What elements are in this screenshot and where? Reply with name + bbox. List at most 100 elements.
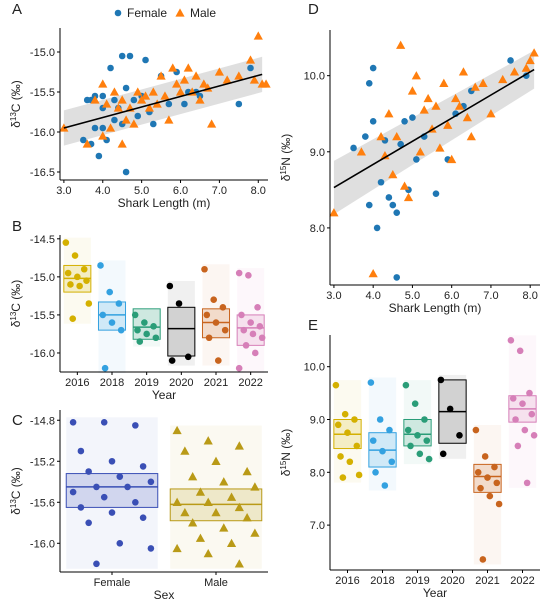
y-tick-label: 10.0 <box>304 362 325 374</box>
panel-label: C <box>12 412 23 429</box>
point-Male <box>211 456 221 465</box>
x-tick-label: 7.0 <box>483 290 498 302</box>
point-2022 <box>254 304 261 311</box>
point-male <box>415 147 425 156</box>
x-tick-label: 2021 <box>204 377 228 389</box>
x-tick-label: 3.0 <box>326 290 341 302</box>
point-male <box>529 48 539 57</box>
point-Female <box>147 545 155 552</box>
y-tick-label: 8.0 <box>310 467 325 479</box>
jitter-region-2019 <box>403 380 432 465</box>
point-male <box>384 109 394 118</box>
point-2021 <box>486 492 494 500</box>
point-male <box>462 112 472 122</box>
point-male <box>356 147 367 156</box>
point-Male <box>234 559 244 568</box>
point-male <box>133 87 143 96</box>
point-Male <box>250 528 260 537</box>
point-2018 <box>379 447 386 455</box>
point-male <box>525 55 535 65</box>
point-2019 <box>402 381 410 389</box>
point-male <box>435 143 445 152</box>
point-2018 <box>115 300 123 307</box>
point-Male <box>234 441 244 450</box>
panel-label: E <box>308 317 318 334</box>
point-2016 <box>80 265 88 273</box>
point-2020 <box>446 405 454 413</box>
point-Male <box>195 487 206 496</box>
x-tick-label: 2019 <box>405 575 429 587</box>
x-axis-label: Shark Length (m) <box>389 301 482 315</box>
point-2019 <box>414 432 421 439</box>
point-male <box>447 154 457 164</box>
x-tick-label: 6.0 <box>444 290 459 302</box>
point-2020 <box>456 432 463 439</box>
x-tick-label: 5.0 <box>405 290 420 302</box>
point-2018 <box>381 482 389 489</box>
x-tick-label: 2016 <box>335 575 359 587</box>
point-2016 <box>332 381 340 389</box>
jitter-region-2020 <box>438 374 467 459</box>
x-tick-label: 2018 <box>370 575 394 587</box>
point-Female <box>116 539 124 547</box>
point-2019 <box>131 311 139 319</box>
point-Female <box>85 468 92 475</box>
point-2022 <box>245 272 252 279</box>
point-female <box>122 168 130 176</box>
point-male <box>168 63 178 72</box>
legend-male-marker <box>175 8 185 17</box>
point-2022 <box>528 410 536 418</box>
y-tick-label: 7.0 <box>310 520 325 532</box>
point-2020 <box>168 357 176 364</box>
point-2016 <box>337 453 344 460</box>
point-2020 <box>439 450 447 458</box>
point-Female <box>124 483 131 491</box>
point-male <box>113 103 123 112</box>
x-tick-label: 6.0 <box>173 185 188 197</box>
point-male <box>423 93 433 103</box>
x-axis-label: Shark Length (m) <box>118 196 211 210</box>
point-female <box>393 274 401 281</box>
point-male <box>509 67 520 76</box>
point-female <box>369 64 377 72</box>
point-Female <box>69 488 77 496</box>
point-2016 <box>344 429 351 436</box>
point-2019 <box>425 455 433 463</box>
x-tick-label: 4.0 <box>366 290 381 302</box>
point-female <box>165 100 173 108</box>
point-Male <box>234 502 244 512</box>
point-female <box>130 96 138 104</box>
point-Male <box>242 466 252 476</box>
point-2022 <box>521 426 529 434</box>
point-2019 <box>411 400 419 407</box>
point-2021 <box>203 311 211 319</box>
point-female <box>118 52 126 60</box>
point-male <box>234 71 244 80</box>
point-2016 <box>71 252 79 259</box>
point-Female <box>93 483 100 491</box>
point-male <box>164 115 174 124</box>
point-2019 <box>404 426 412 434</box>
point-2021 <box>479 556 487 563</box>
point-Male <box>250 482 260 491</box>
point-male <box>117 95 127 104</box>
point-2021 <box>472 426 480 434</box>
y-tick-label: -14.5 <box>30 234 55 246</box>
point-Male <box>180 507 190 517</box>
point-female <box>235 100 243 108</box>
point-male <box>109 87 120 96</box>
point-Female <box>85 519 92 527</box>
point-male <box>183 63 193 72</box>
point-female <box>99 92 107 100</box>
legend-female-label: Female <box>127 6 167 20</box>
point-female <box>397 140 404 148</box>
point-2016 <box>64 269 72 277</box>
x-tick-label: 2020 <box>169 377 193 389</box>
point-Male <box>188 518 198 527</box>
y-tick-label: -16.0 <box>30 127 55 139</box>
point-male <box>102 99 112 108</box>
point-2018 <box>376 416 384 423</box>
y-tick-label: -14.8 <box>30 415 55 427</box>
x-tick-label: 4.0 <box>95 185 110 197</box>
point-2022 <box>519 400 526 407</box>
